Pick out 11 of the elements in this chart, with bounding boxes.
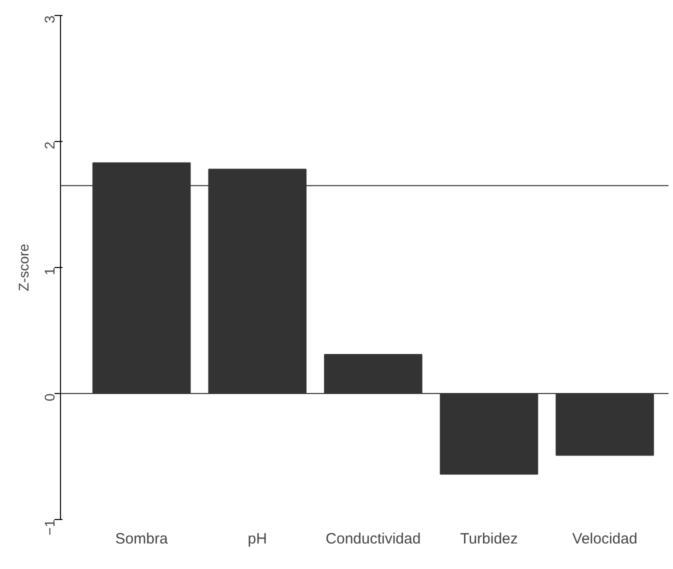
y-tick-label: 3 — [42, 15, 58, 24]
x-tick-label: Turbidez — [460, 530, 518, 548]
x-tick-label: Conductividad — [326, 530, 421, 548]
x-tick-label: Velocidad — [572, 530, 638, 548]
y-tick-label: 2 — [42, 141, 58, 150]
y-tick-label: 1 — [42, 267, 58, 276]
y-tick-label: −1 — [42, 519, 58, 536]
x-tick-label: Sombra — [115, 530, 168, 548]
x-tick-label: pH — [248, 530, 267, 548]
y-tick-label: 0 — [42, 393, 58, 402]
y-axis-title: Z-score — [16, 244, 32, 292]
